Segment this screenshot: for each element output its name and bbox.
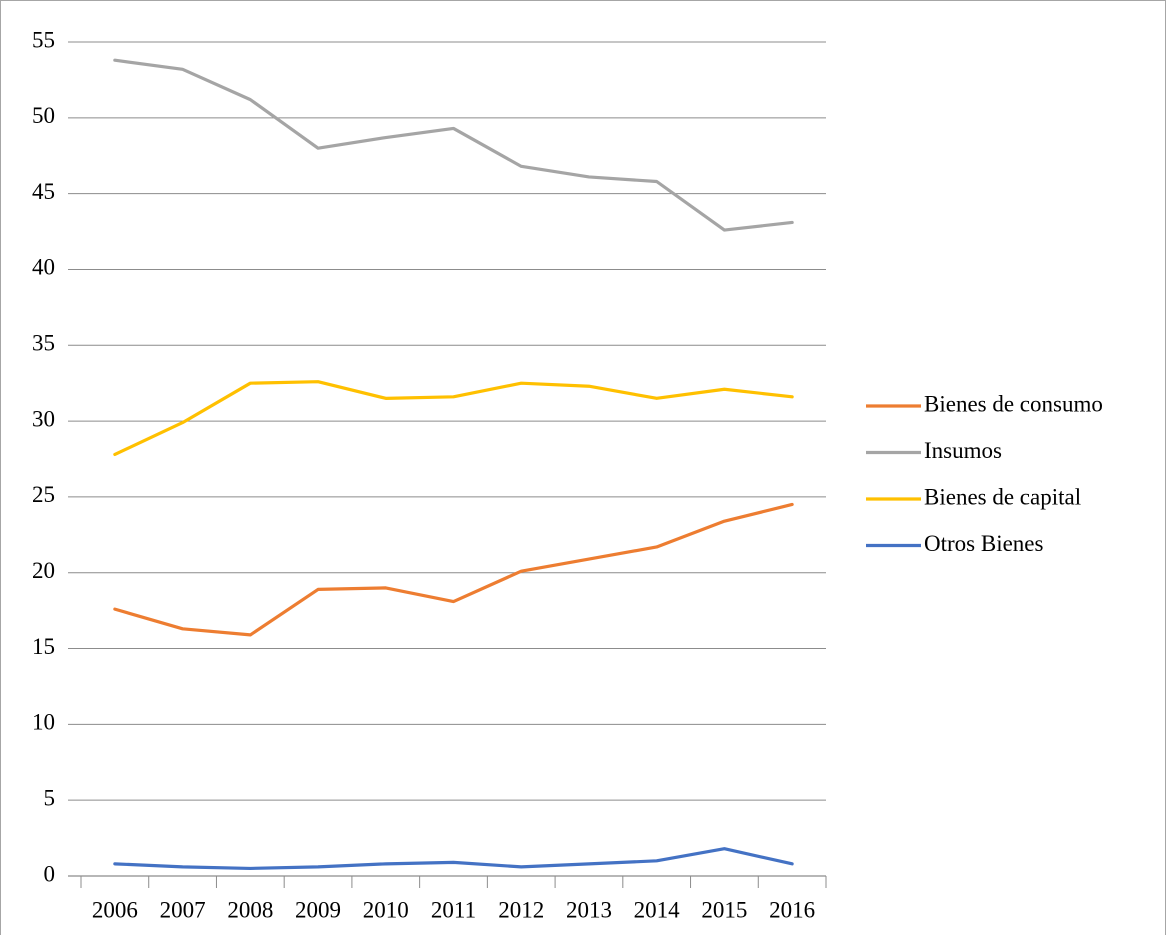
x-tick-label: 2006: [92, 897, 138, 922]
y-tick-label: 30: [32, 406, 55, 431]
x-tick-label: 2013: [566, 897, 612, 922]
y-tick-label: 40: [32, 255, 55, 280]
series-line: [113, 58, 794, 232]
legend-label: Otros Bienes: [924, 531, 1044, 556]
series-line: [113, 847, 794, 871]
series-line: [113, 502, 794, 637]
y-tick-label: 5: [44, 785, 56, 810]
legend-label: Bienes de capital: [924, 484, 1081, 509]
y-tick-label: 45: [32, 179, 55, 204]
legend-label: Bienes de consumo: [924, 391, 1103, 416]
y-tick-label: 10: [32, 710, 55, 735]
x-tick-label: 2008: [227, 897, 273, 922]
y-tick-label: 35: [32, 331, 55, 356]
y-tick-label: 55: [32, 27, 55, 52]
x-tick-label: 2011: [431, 897, 476, 922]
y-tick-label: 15: [32, 634, 55, 659]
y-tick-label: 0: [44, 861, 56, 886]
x-tick-label: 2012: [498, 897, 544, 922]
x-tick-label: 2009: [295, 897, 341, 922]
x-tick-label: 2014: [634, 897, 681, 922]
x-tick-label: 2010: [363, 897, 409, 922]
y-tick-label: 20: [32, 558, 55, 583]
y-tick-label: 50: [32, 103, 55, 128]
x-tick-label: 2015: [701, 897, 747, 922]
series-line: [113, 380, 794, 457]
x-tick-label: 2007: [160, 897, 206, 922]
legend-label: Insumos: [924, 438, 1002, 463]
x-tick-label: 2016: [769, 897, 815, 922]
y-tick-label: 25: [32, 482, 55, 507]
